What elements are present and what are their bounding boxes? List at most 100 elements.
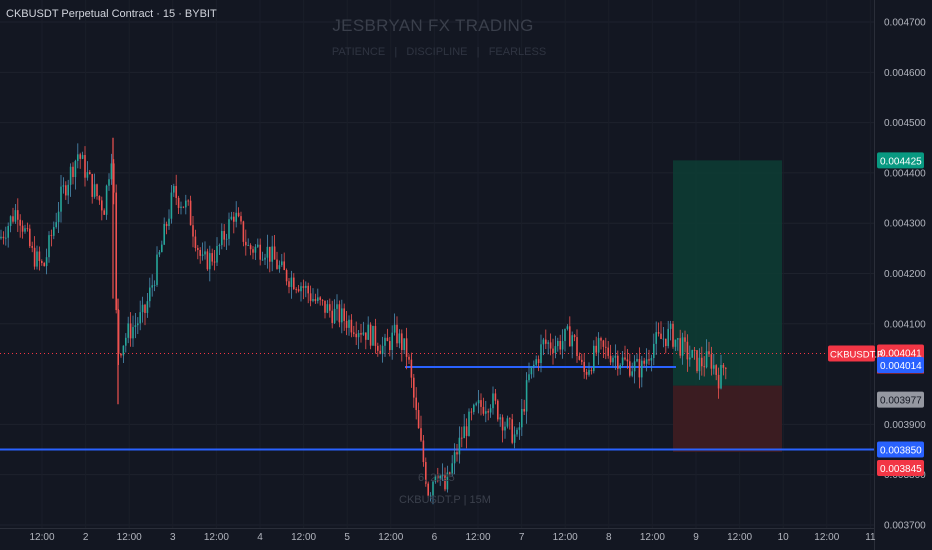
candle-body — [458, 437, 461, 455]
candle-body — [79, 154, 81, 159]
candle-body — [369, 324, 372, 346]
candle-body — [641, 360, 643, 378]
candle-body — [689, 357, 691, 360]
candle-body — [398, 333, 401, 344]
candle-body — [271, 246, 273, 262]
symbol-header[interactable]: CKBUSDT Perpetual Contract · 15 · BYBIT — [6, 8, 217, 20]
x-tick-label: 3 — [170, 532, 176, 543]
x-tick-label: 9 — [693, 532, 699, 543]
candle-body — [21, 225, 24, 232]
candle-body — [389, 341, 391, 351]
candle-body — [50, 235, 53, 236]
candle-body — [722, 364, 725, 368]
candle-body — [533, 364, 535, 367]
time-axis[interactable] — [0, 528, 874, 550]
candle-body — [185, 200, 187, 208]
candle-body — [506, 418, 509, 427]
candle-body — [113, 163, 115, 193]
candle-body — [31, 246, 33, 248]
candle-body — [295, 288, 297, 290]
x-tick-label: 12:00 — [204, 532, 229, 543]
candle-body — [535, 359, 537, 365]
symbol-tag[interactable]: CKBUSDT.P — [830, 349, 883, 360]
candle-body — [120, 353, 122, 356]
candle-body — [602, 340, 605, 347]
candle-body — [444, 475, 446, 490]
candle-body — [249, 245, 252, 250]
candle-body — [461, 437, 463, 439]
symbol-tag-bg — [828, 345, 875, 362]
candle-body — [336, 304, 338, 309]
candle-body — [499, 417, 501, 420]
candle-body — [657, 332, 660, 334]
candle-body — [600, 338, 602, 341]
candle-body — [36, 251, 38, 267]
candle-body — [631, 371, 633, 376]
candle-body — [125, 337, 127, 346]
candle-body — [247, 245, 249, 246]
target-price-badge[interactable]: 0.004425 — [877, 152, 924, 169]
target-zone[interactable] — [673, 160, 782, 386]
entry-price-badge[interactable]: 0.003977 — [877, 391, 924, 408]
candle-body — [24, 228, 26, 232]
watermark-symbol: CKBUSDT.P | 15M — [399, 494, 491, 506]
candle-body — [633, 361, 636, 372]
candle-body — [470, 411, 473, 413]
candle-body — [497, 400, 499, 420]
candle-body — [326, 304, 329, 313]
candle-body — [233, 216, 235, 222]
x-tick-label: 12:00 — [640, 532, 665, 543]
candle-body — [201, 254, 204, 256]
candle-body — [614, 355, 617, 358]
candle-body — [696, 350, 698, 372]
level-lower-badge[interactable]: 0.003850 — [877, 441, 924, 458]
candle-body — [345, 320, 348, 328]
x-tick-label: 12:00 — [29, 532, 54, 543]
candle-body — [108, 179, 110, 186]
candle-body — [38, 251, 41, 262]
price-axis[interactable] — [875, 0, 932, 550]
candle-body — [96, 184, 98, 197]
level-upper-badge[interactable]: 0.004014 — [877, 357, 924, 374]
candle-body — [595, 345, 597, 353]
candle-body — [434, 475, 437, 482]
last-price-badge[interactable]: 0.004041 — [877, 344, 924, 361]
candle-body — [408, 356, 410, 360]
candle-body — [437, 475, 439, 479]
candle-body — [518, 427, 521, 430]
y-tick-label: 0.004600 — [884, 68, 926, 79]
candle-body — [48, 235, 50, 258]
candle-body — [494, 393, 497, 401]
candle-body — [53, 227, 55, 236]
candle-body — [254, 246, 257, 253]
candle-body — [235, 212, 237, 222]
candle-body — [213, 261, 216, 263]
candle-body — [305, 285, 307, 288]
stop-zone[interactable] — [673, 385, 782, 453]
watermark-date: 6, 2025 — [418, 472, 455, 484]
candle-body — [405, 338, 408, 357]
candle-body — [439, 475, 441, 479]
candle-body — [175, 186, 177, 198]
candle-body — [72, 166, 74, 178]
candle-body — [561, 341, 564, 350]
y-tick-label: 0.003900 — [884, 420, 926, 431]
candle-body — [187, 200, 189, 202]
candle-body — [156, 254, 158, 285]
candle-body — [259, 244, 261, 260]
stop-price-badge[interactable]: 0.003845 — [877, 460, 924, 477]
candle-body — [98, 196, 101, 201]
x-tick-label: 5 — [344, 532, 350, 543]
candle-body — [547, 342, 549, 344]
candle-body — [643, 360, 645, 364]
candle-body — [276, 259, 278, 269]
candle-body — [365, 332, 367, 340]
candle-body — [617, 355, 619, 369]
level-lower-badge-bg — [877, 441, 924, 458]
candle-body — [379, 350, 381, 354]
candle-body — [309, 293, 312, 301]
candle-body — [420, 428, 422, 441]
candle-body — [391, 332, 393, 351]
